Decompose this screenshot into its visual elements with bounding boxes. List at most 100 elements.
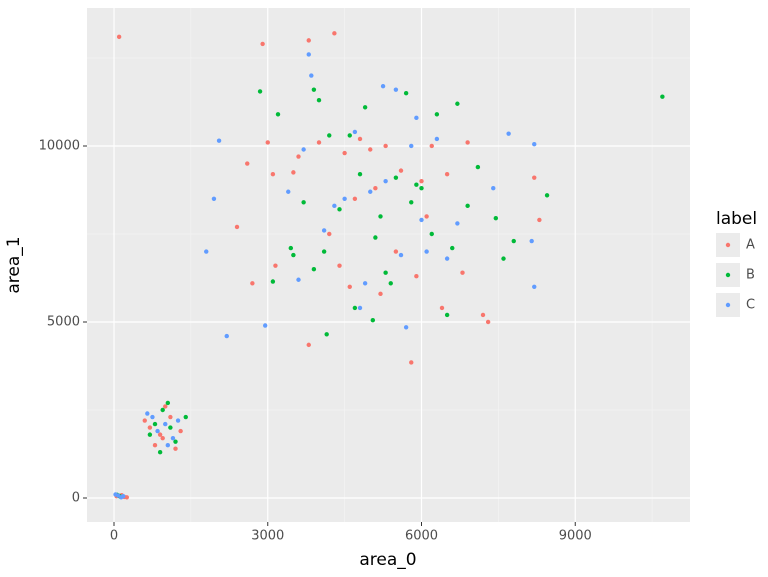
- point: [409, 200, 414, 205]
- x-tick-label: 6000: [405, 529, 438, 544]
- point: [170, 435, 176, 441]
- x-tick-label: 9000: [559, 529, 592, 544]
- point: [321, 228, 327, 233]
- point: [414, 274, 419, 279]
- point: [347, 284, 352, 289]
- point: [316, 140, 322, 145]
- point: [183, 414, 188, 420]
- point: [493, 215, 499, 221]
- point: [327, 231, 332, 237]
- point: [537, 217, 542, 223]
- point: [455, 221, 460, 226]
- point: [250, 281, 255, 286]
- point: [152, 421, 158, 427]
- point: [434, 112, 440, 117]
- point: [380, 83, 386, 89]
- point: [157, 432, 163, 437]
- point: [296, 277, 301, 282]
- point: [270, 279, 276, 284]
- point: [262, 323, 268, 328]
- point: [116, 34, 122, 40]
- point: [324, 332, 329, 337]
- point: [157, 450, 163, 455]
- point: [398, 252, 404, 258]
- point: [368, 147, 373, 152]
- point: [388, 281, 393, 286]
- point: [465, 140, 470, 145]
- point: [165, 400, 171, 406]
- point: [145, 411, 150, 416]
- point: [403, 90, 409, 96]
- point: [352, 129, 358, 135]
- point: [409, 360, 414, 365]
- panel: [87, 8, 690, 522]
- point: [173, 446, 178, 451]
- y-tick-label: 0: [72, 490, 80, 505]
- point: [342, 150, 347, 156]
- point: [175, 418, 181, 423]
- point: [291, 170, 296, 175]
- point: [316, 98, 322, 103]
- x-axis-title: area_0: [359, 550, 416, 570]
- point: [260, 41, 265, 47]
- point: [147, 425, 153, 430]
- point: [485, 319, 491, 325]
- point: [327, 133, 332, 138]
- x-tick-label: 0: [110, 529, 118, 544]
- point: [414, 182, 419, 187]
- point: [288, 245, 294, 251]
- point: [352, 196, 358, 201]
- legend-label: B: [746, 268, 755, 283]
- legend: label ABC: [716, 209, 757, 317]
- point: [383, 143, 388, 149]
- point: [160, 407, 165, 413]
- grid: [87, 8, 690, 522]
- point: [352, 305, 358, 311]
- point: [152, 442, 158, 448]
- point: [332, 31, 337, 36]
- point: [465, 203, 470, 209]
- point: [378, 291, 383, 297]
- point: [424, 249, 429, 254]
- point: [475, 164, 481, 170]
- point: [296, 154, 301, 159]
- point: [337, 207, 342, 212]
- point: [660, 94, 665, 99]
- point: [224, 333, 229, 339]
- point: [511, 238, 516, 244]
- x-tick-label: 3000: [251, 529, 284, 544]
- point: [163, 421, 168, 427]
- point: [265, 140, 270, 145]
- point: [306, 342, 311, 348]
- point: [311, 87, 317, 92]
- point: [403, 325, 409, 330]
- point: [460, 270, 465, 275]
- point: [450, 245, 455, 251]
- point: [150, 414, 155, 420]
- point: [544, 193, 550, 198]
- point: [155, 428, 160, 434]
- point: [409, 143, 414, 149]
- point: [121, 494, 126, 499]
- legend-symbol: [725, 272, 731, 278]
- point: [419, 186, 424, 191]
- y-axis-title: area_1: [4, 236, 24, 293]
- point: [501, 256, 506, 261]
- legend-symbol: [725, 242, 731, 248]
- point: [444, 171, 450, 177]
- point: [491, 186, 496, 191]
- point: [173, 439, 178, 444]
- point: [321, 249, 327, 254]
- point: [211, 196, 217, 201]
- point: [306, 38, 311, 43]
- point: [275, 112, 281, 117]
- point: [373, 235, 378, 240]
- point: [124, 495, 130, 500]
- point: [160, 435, 165, 441]
- point: [429, 143, 434, 149]
- point: [373, 186, 378, 191]
- point: [113, 492, 118, 497]
- point: [270, 171, 276, 177]
- point: [347, 133, 352, 138]
- point: [142, 418, 147, 423]
